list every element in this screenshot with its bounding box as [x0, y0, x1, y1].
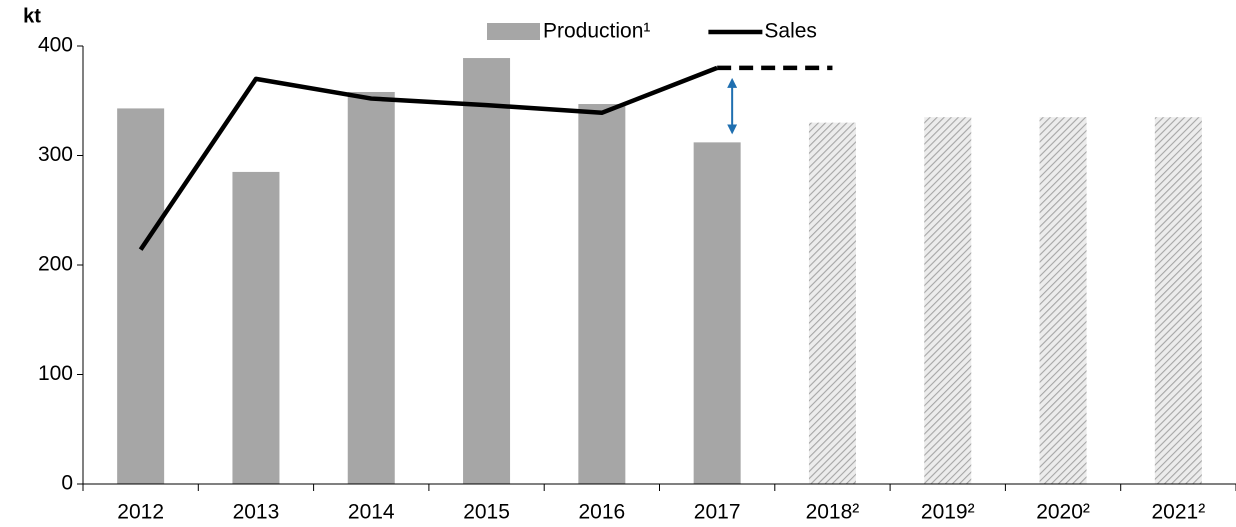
bar: [117, 108, 165, 484]
x-tick-label: 2017: [694, 501, 741, 524]
bar: [578, 104, 626, 484]
bar: [232, 171, 280, 485]
y-axis-label: kt: [23, 5, 41, 27]
y-tick-label: 300: [38, 143, 73, 166]
legend-label: Production¹: [543, 20, 650, 43]
bar: [1039, 117, 1087, 485]
y-tick-label: 100: [38, 362, 73, 385]
x-tick-label: 2012: [117, 501, 164, 524]
bar: [347, 91, 395, 485]
x-tick-label: 2015: [463, 501, 510, 524]
y-tick-label: 400: [38, 34, 73, 57]
y-tick-label: 200: [38, 253, 73, 276]
x-tick-label: 2013: [233, 501, 280, 524]
legend-label: Sales: [764, 20, 817, 43]
x-tick-label: 2021²: [1151, 501, 1205, 524]
bar: [1154, 117, 1202, 485]
x-tick-label: 2018²: [806, 501, 860, 524]
bar: [808, 122, 856, 485]
legend-swatch: [487, 23, 540, 40]
x-tick-label: 2019²: [921, 501, 975, 524]
bar: [924, 117, 972, 485]
x-tick-label: 2020²: [1036, 501, 1090, 524]
y-tick-label: 0: [61, 472, 73, 495]
x-tick-label: 2016: [578, 501, 625, 524]
bar: [463, 58, 511, 485]
bar: [693, 142, 741, 485]
line: [138, 65, 718, 251]
x-tick-label: 2014: [348, 501, 395, 524]
